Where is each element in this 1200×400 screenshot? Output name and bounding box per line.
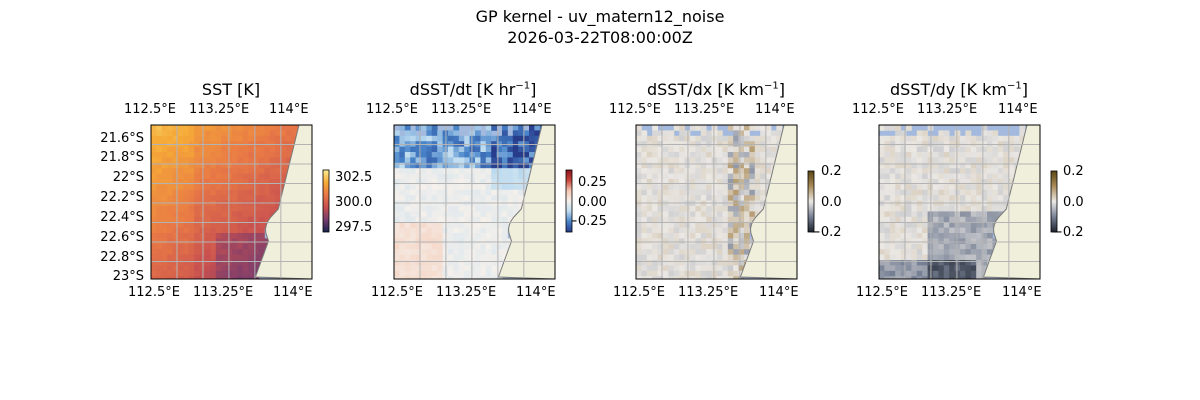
figure-title-line1: GP kernel - uv_matern12_noise <box>475 7 725 26</box>
p1-ytick-8: 23°S <box>112 269 144 284</box>
p4-top-xtick-2: 113.25°E <box>917 102 978 117</box>
p1-ytick-3: 22°S <box>112 170 144 185</box>
p4-top-xtick-1: 112.5°E <box>852 102 904 117</box>
p1-top-xtick-3: 114°E <box>269 102 309 117</box>
p2-bottom-xtick-1: 112.5°E <box>371 285 423 300</box>
panel-2-title: dSST/dt [K hr−1] <box>409 80 537 99</box>
p4-top-xtick-3: 114°E <box>998 102 1038 117</box>
p1-ytick-5: 22.4°S <box>100 210 144 225</box>
panel-3-title: dSST/dx [K km−1] <box>646 80 785 99</box>
p4-cbar-tick-3: −0.2 <box>1052 225 1084 240</box>
panel-3-frame <box>635 124 798 280</box>
panel-2 <box>393 124 573 280</box>
p1-ytick-7: 22.8°S <box>100 250 144 265</box>
panel-4-frame <box>878 124 1041 280</box>
p1-bottom-xtick-2: 113.25°E <box>193 285 254 300</box>
p4-bottom-xtick-3: 114°E <box>1002 285 1042 300</box>
p2-bottom-xtick-2: 113.25°E <box>436 285 497 300</box>
p3-cbar-tick-2: 0.0 <box>821 195 842 210</box>
panel-1 <box>150 124 330 280</box>
p3-cbar-tick-1: 0.2 <box>821 164 842 179</box>
panel-4-colorbar <box>1050 170 1058 233</box>
p2-bottom-xtick-3: 114°E <box>516 285 556 300</box>
p4-bottom-xtick-2: 113.25°E <box>921 285 982 300</box>
p2-top-xtick-1: 112.5°E <box>366 102 418 117</box>
p1-bottom-xtick-1: 112.5°E <box>128 285 180 300</box>
p3-top-xtick-1: 112.5°E <box>609 102 661 117</box>
p1-ytick-2: 21.8°S <box>100 150 144 165</box>
p3-top-xtick-3: 114°E <box>755 102 795 117</box>
p1-cbar-tick-3: 297.5 <box>335 220 373 235</box>
p2-cbar-tick-2: 0.00 <box>578 195 607 210</box>
p1-ytick-1: 21.6°S <box>100 131 144 146</box>
panel-1-title: SST [K] <box>201 80 261 99</box>
figure-title-line2: 2026-03-22T08:00:00Z <box>507 28 693 47</box>
p1-bottom-xtick-3: 114°E <box>273 285 313 300</box>
p2-top-xtick-2: 113.25°E <box>431 102 492 117</box>
p1-ytick-6: 22.6°S <box>100 230 144 245</box>
p2-cbar-tick-3: −0.25 <box>567 214 607 229</box>
p2-top-xtick-3: 114°E <box>512 102 552 117</box>
panel-3-colorbar <box>807 170 815 233</box>
panel-2-colorbar <box>565 169 573 233</box>
panel-1-frame <box>150 124 313 280</box>
panel-4 <box>878 124 1058 280</box>
p3-bottom-xtick-1: 112.5°E <box>613 285 665 300</box>
p3-cbar-tick-3: −0.2 <box>810 225 842 240</box>
panel-1-colorbar <box>322 169 330 233</box>
p1-ytick-4: 22.2°S <box>100 190 144 205</box>
p3-bottom-xtick-3: 114°E <box>759 285 799 300</box>
panel-3 <box>635 124 815 280</box>
p1-cbar-tick-1: 302.5 <box>335 170 373 185</box>
p1-top-xtick-1: 112.5°E <box>124 102 176 117</box>
p4-cbar-tick-2: 0.0 <box>1063 195 1084 210</box>
p3-top-xtick-2: 113.25°E <box>674 102 735 117</box>
p1-top-xtick-2: 113.25°E <box>189 102 250 117</box>
p3-bottom-xtick-2: 113.25°E <box>678 285 739 300</box>
p1-cbar-tick-2: 300.0 <box>335 195 373 210</box>
panel-2-frame <box>393 124 556 280</box>
p2-cbar-tick-1: 0.25 <box>578 175 607 190</box>
p4-bottom-xtick-1: 112.5°E <box>856 285 908 300</box>
panel-4-title: dSST/dy [K km−1] <box>889 80 1028 99</box>
p4-cbar-tick-1: 0.2 <box>1063 164 1084 179</box>
